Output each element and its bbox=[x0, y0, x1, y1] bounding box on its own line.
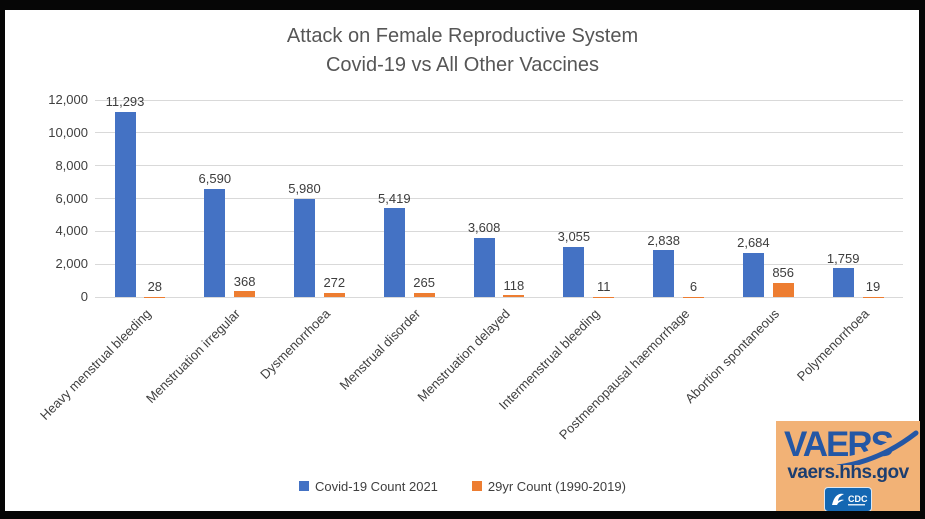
cdc-logo: CDC bbox=[824, 487, 872, 511]
bar-value-label: 5,980 bbox=[288, 181, 321, 197]
bar-covid bbox=[832, 268, 854, 297]
bar-value-label: 28 bbox=[147, 279, 163, 294]
bar-value-label: 2,684 bbox=[737, 235, 770, 251]
bar-covid bbox=[653, 250, 675, 297]
bar-covid bbox=[473, 237, 495, 297]
bar-covid bbox=[114, 111, 136, 297]
bar-value-label: 2,838 bbox=[647, 232, 680, 248]
y-tick-label: 10,000 bbox=[48, 124, 88, 140]
bar-covid bbox=[204, 188, 226, 297]
bar-value-label: 5,419 bbox=[378, 190, 411, 206]
bar-value-label: 6 bbox=[689, 279, 698, 295]
legend-label: 29yr Count (1990-2019) bbox=[487, 478, 626, 494]
y-tick-label: 0 bbox=[80, 289, 88, 304]
vaers-watermark: VAERS vaers.hhs.gov CDC bbox=[776, 421, 920, 511]
bar-covid bbox=[742, 252, 764, 297]
gridline bbox=[95, 165, 903, 167]
bar-value-label: 272 bbox=[323, 275, 346, 290]
chart-title-line1: Attack on Female Reproductive System bbox=[286, 25, 639, 47]
gridline bbox=[95, 132, 903, 134]
chart-title-line2: Covid-19 vs All Other Vaccines bbox=[325, 54, 600, 76]
bar-value-label: 19 bbox=[865, 279, 881, 295]
gridline bbox=[95, 263, 903, 265]
legend-item: Covid-19 Count 2021 bbox=[299, 479, 438, 494]
bar-value-label: 368 bbox=[233, 273, 256, 289]
legend-label: Covid-19 Count 2021 bbox=[315, 478, 438, 494]
bar-value-label: 1,759 bbox=[826, 250, 860, 266]
bar-covid bbox=[563, 246, 585, 297]
bar-value-label: 6,590 bbox=[198, 171, 232, 187]
cdc-eagle-icon bbox=[832, 493, 844, 505]
bar-value-label: 118 bbox=[503, 277, 525, 293]
cdc-logo-underline bbox=[848, 504, 865, 506]
gridline bbox=[95, 296, 903, 298]
bar-value-label: 265 bbox=[413, 275, 435, 291]
bar-other bbox=[234, 291, 256, 297]
bar-covid bbox=[294, 198, 315, 297]
y-tick-label: 6,000 bbox=[55, 190, 88, 206]
bar-other bbox=[323, 292, 345, 297]
y-tick-label: 4,000 bbox=[55, 223, 88, 239]
bar-value-label: 11,293 bbox=[105, 94, 145, 110]
bar-other bbox=[503, 295, 525, 297]
chart-legend: Covid-19 Count 2021 29yr Count (1990-2019… bbox=[0, 477, 925, 495]
bar-other bbox=[772, 282, 794, 297]
legend-swatch bbox=[299, 481, 310, 491]
legend-swatch bbox=[471, 481, 482, 491]
bar-value-label: 11 bbox=[596, 279, 611, 295]
vaers-brand: VAERS bbox=[776, 423, 920, 470]
gridline bbox=[95, 230, 903, 232]
y-tick-label: 12,000 bbox=[48, 92, 88, 107]
legend-item: 29yr Count (1990-2019) bbox=[471, 478, 626, 494]
vaers-swoosh-cut bbox=[841, 426, 917, 465]
chart-canvas bbox=[5, 10, 919, 511]
cdc-logo-text: CDC bbox=[848, 494, 868, 504]
bar-other bbox=[144, 296, 166, 297]
vaers-url-text: vaers.hhs.gov bbox=[787, 462, 909, 483]
bar-value-label: 3,055 bbox=[557, 229, 591, 245]
bar-other bbox=[413, 292, 435, 297]
gridline bbox=[95, 99, 903, 101]
bar-value-label: 3,608 bbox=[467, 220, 501, 236]
y-tick-label: 2,000 bbox=[55, 256, 88, 272]
gridline bbox=[95, 198, 903, 199]
bar-covid bbox=[383, 208, 405, 297]
chart-title: Attack on Female Reproductive System Cov… bbox=[0, 22, 925, 80]
y-tick-label: 8,000 bbox=[55, 157, 88, 173]
bar-value-label: 856 bbox=[772, 265, 795, 281]
